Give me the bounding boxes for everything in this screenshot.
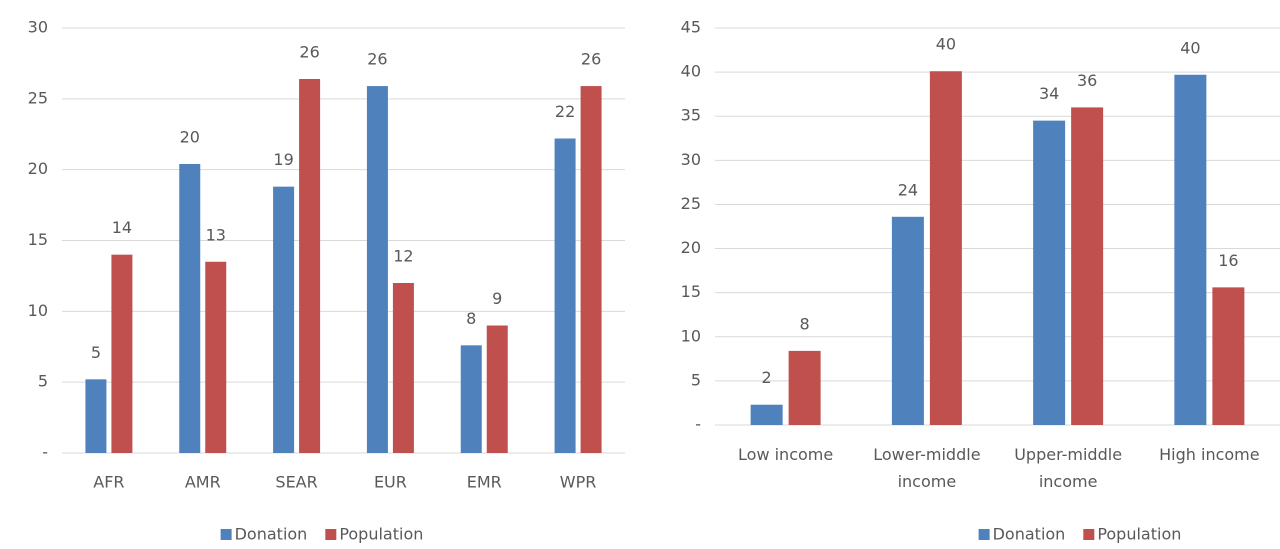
data-label: 40 xyxy=(1180,38,1200,57)
data-label: 26 xyxy=(581,50,601,69)
y-tick-label: 40 xyxy=(681,62,701,81)
data-label: 14 xyxy=(112,218,132,237)
y-tick-label: 35 xyxy=(681,106,701,125)
data-label: 26 xyxy=(367,50,387,69)
y-tick-label: 25 xyxy=(28,88,48,107)
y-tick-label: 15 xyxy=(28,230,48,249)
legend-label: Donation xyxy=(235,525,308,544)
y-tick-label: 5 xyxy=(38,372,48,391)
bar xyxy=(205,261,227,453)
bar xyxy=(788,350,821,425)
x-tick-label-box: Lower-middle income xyxy=(873,445,981,491)
y-tick-label: 5 xyxy=(691,370,701,389)
bar xyxy=(929,71,962,426)
data-label: 24 xyxy=(898,180,918,199)
data-label: 34 xyxy=(1039,84,1059,103)
data-label: 26 xyxy=(299,43,319,62)
bar xyxy=(460,345,482,453)
y-tick-label: - xyxy=(695,415,701,434)
legend-label: Donation xyxy=(993,525,1066,544)
data-label: 19 xyxy=(273,150,293,169)
data-label: 8 xyxy=(800,314,810,333)
legend-swatch xyxy=(325,529,337,540)
data-label: 9 xyxy=(492,289,502,308)
y-tick-label: - xyxy=(42,443,48,462)
bar xyxy=(1174,74,1207,425)
x-tick-label: AFR xyxy=(93,473,124,492)
x-tick-label: EUR xyxy=(374,473,407,492)
x-tick-label: High income xyxy=(1159,445,1260,464)
data-label: 12 xyxy=(393,247,413,266)
x-tick-label: EMR xyxy=(467,473,502,492)
bar xyxy=(85,379,107,453)
x-tick-label: Upper-middle income xyxy=(1014,445,1123,491)
y-tick-label: 45 xyxy=(681,18,701,37)
legend-swatch xyxy=(978,529,990,540)
data-label: 36 xyxy=(1077,71,1097,90)
legend-label: Population xyxy=(1097,525,1181,544)
x-tick-label-box: Upper-middle income xyxy=(1014,445,1123,491)
y-tick-label: 15 xyxy=(681,282,701,301)
data-label: 40 xyxy=(936,35,956,54)
legend-swatch xyxy=(1083,529,1095,540)
legend-label: Population xyxy=(339,525,423,544)
legend-swatch xyxy=(220,529,232,540)
bar xyxy=(750,404,783,425)
y-tick-label: 20 xyxy=(681,238,701,257)
data-label: 22 xyxy=(555,102,575,121)
y-tick-label: 25 xyxy=(681,194,701,213)
x-tick-label-box: High income xyxy=(1159,445,1260,464)
bar xyxy=(111,254,133,453)
x-tick-label: Low income xyxy=(738,445,834,464)
bar xyxy=(1212,287,1245,425)
bar xyxy=(554,138,576,453)
bar xyxy=(1033,120,1066,425)
data-label: 2 xyxy=(762,368,772,387)
y-tick-label: 10 xyxy=(28,301,48,320)
data-label: 16 xyxy=(1218,251,1238,270)
bar xyxy=(891,216,924,425)
x-tick-label: AMR xyxy=(185,473,221,492)
data-label: 20 xyxy=(180,128,200,147)
bar xyxy=(580,86,602,453)
y-tick-label: 30 xyxy=(681,150,701,169)
bar xyxy=(392,283,414,453)
bar xyxy=(179,164,201,453)
data-label: 8 xyxy=(466,309,476,328)
x-tick-label: Lower-middle income xyxy=(873,445,981,491)
y-tick-label: 20 xyxy=(28,159,48,178)
bar xyxy=(299,79,321,453)
bar xyxy=(273,186,295,453)
x-tick-label: WPR xyxy=(560,473,597,492)
data-label: 13 xyxy=(206,225,226,244)
x-tick-label: SEAR xyxy=(275,473,317,492)
y-tick-label: 30 xyxy=(28,18,48,37)
bar xyxy=(1071,107,1104,426)
y-tick-label: 10 xyxy=(681,326,701,345)
bar xyxy=(486,325,508,453)
x-tick-label-box: Low income xyxy=(738,445,834,464)
data-label: 5 xyxy=(91,343,101,362)
bar xyxy=(366,86,388,453)
